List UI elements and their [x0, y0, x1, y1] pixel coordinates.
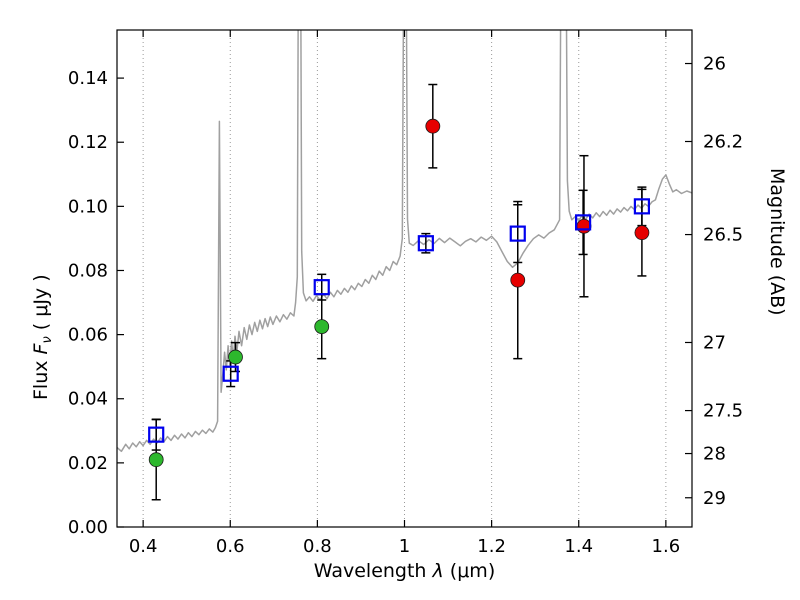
magnitude-tick-label: 26.5: [703, 225, 743, 246]
magnitude-tick-label: 27: [703, 332, 726, 353]
x-axis-label-text: Wavelength: [313, 560, 433, 582]
flux-unit: ( μJy ): [30, 274, 52, 337]
y-tick-label: 0.06: [68, 325, 108, 346]
y-axis-label-right: Magnitude (AB): [766, 168, 788, 316]
x-tick-label: 1.6: [652, 536, 681, 557]
magnitude-tick-label: 28: [703, 444, 726, 465]
flux-symbol-subscript: ν: [40, 336, 55, 344]
magnitude-label-text: Magnitude (AB): [766, 168, 788, 316]
red-photometry-point: [634, 225, 650, 241]
y-tick-label: 0.10: [68, 196, 108, 217]
blue-photometry-point: [222, 365, 239, 382]
magnitude-tick-label: 26.2: [703, 131, 743, 152]
y-tick-label: 0.08: [68, 260, 108, 281]
y-axis-label-left: Flux Fν ( μJy ): [30, 274, 55, 400]
x-tick-label: 0.4: [129, 536, 158, 557]
green-photometry-point: [314, 319, 330, 334]
green-photometry-point: [148, 452, 164, 468]
y-tick-label: 0.12: [68, 132, 108, 153]
blue-photometry-point: [633, 198, 651, 215]
x-tick-label: 1.2: [477, 536, 506, 557]
magnitude-tick-label: 29: [703, 488, 726, 509]
blue-photometry-point: [509, 225, 526, 242]
spectrum-line: [117, 30, 692, 453]
blue-photometry-point: [148, 426, 165, 443]
blue-photometry-point: [313, 279, 330, 296]
lambda-symbol: λ: [432, 560, 444, 582]
y-tick-label: 0.04: [68, 389, 108, 410]
red-photometry-point: [576, 218, 592, 234]
x-axis-unit: (μm): [443, 560, 496, 582]
red-photometry-point: [510, 272, 526, 288]
y-tick-label: 0.14: [68, 68, 108, 89]
y-tick-label: 0.02: [68, 453, 108, 474]
flux-label-text: Flux: [30, 354, 52, 401]
x-tick-label: 1: [399, 536, 410, 557]
blue-photometry-point: [574, 214, 592, 231]
x-axis-label: Wavelength λ (μm): [117, 560, 692, 582]
x-tick-label: 1.4: [564, 536, 593, 557]
x-tick-label: 0.6: [216, 536, 245, 557]
green-photometry-point: [228, 349, 243, 365]
magnitude-tick-label: 26: [703, 54, 726, 75]
y-tick-label: 0.00: [68, 517, 108, 538]
blue-photometry-point: [417, 235, 434, 252]
red-photometry-point: [425, 118, 441, 134]
x-tick-label: 0.8: [303, 536, 332, 557]
magnitude-tick-label: 27.5: [703, 401, 743, 422]
flux-symbol: F: [30, 343, 52, 355]
